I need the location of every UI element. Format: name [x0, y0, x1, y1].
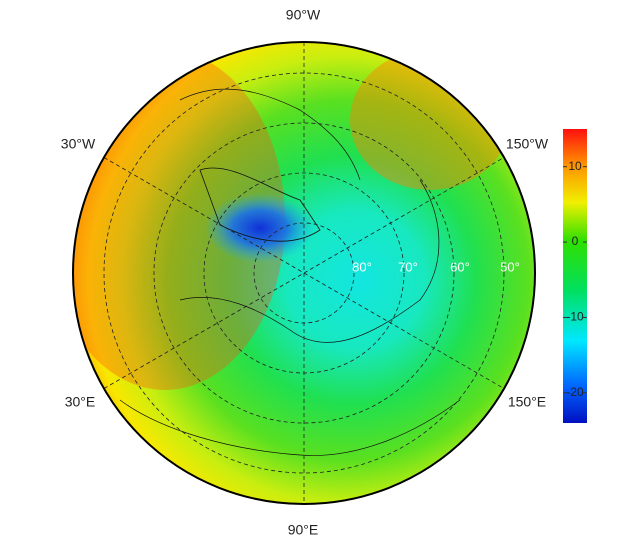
temperature-field	[73, 42, 535, 504]
colorbar	[563, 129, 587, 423]
graticule	[103, 42, 505, 504]
longitude-label: 150°E	[508, 394, 546, 410]
colorbar-tick-label: -20	[566, 385, 584, 399]
latitude-label: 80°	[352, 259, 372, 274]
latitude-label: 50°	[500, 259, 520, 274]
latitude-label: 70°	[398, 259, 418, 274]
colorbar-tick-label: 0	[572, 234, 579, 248]
map-border	[72, 41, 536, 505]
longitude-label: 90°W	[286, 7, 321, 23]
latitude-label: 60°	[450, 259, 470, 274]
colorbar-tick-label: 10	[568, 159, 582, 173]
longitude-label: 30°E	[65, 394, 96, 410]
longitude-label: 90°E	[288, 522, 319, 538]
colorbar-tick-label: -10	[566, 310, 584, 324]
longitude-label: 30°W	[61, 136, 96, 152]
longitude-label: 150°W	[506, 136, 549, 152]
